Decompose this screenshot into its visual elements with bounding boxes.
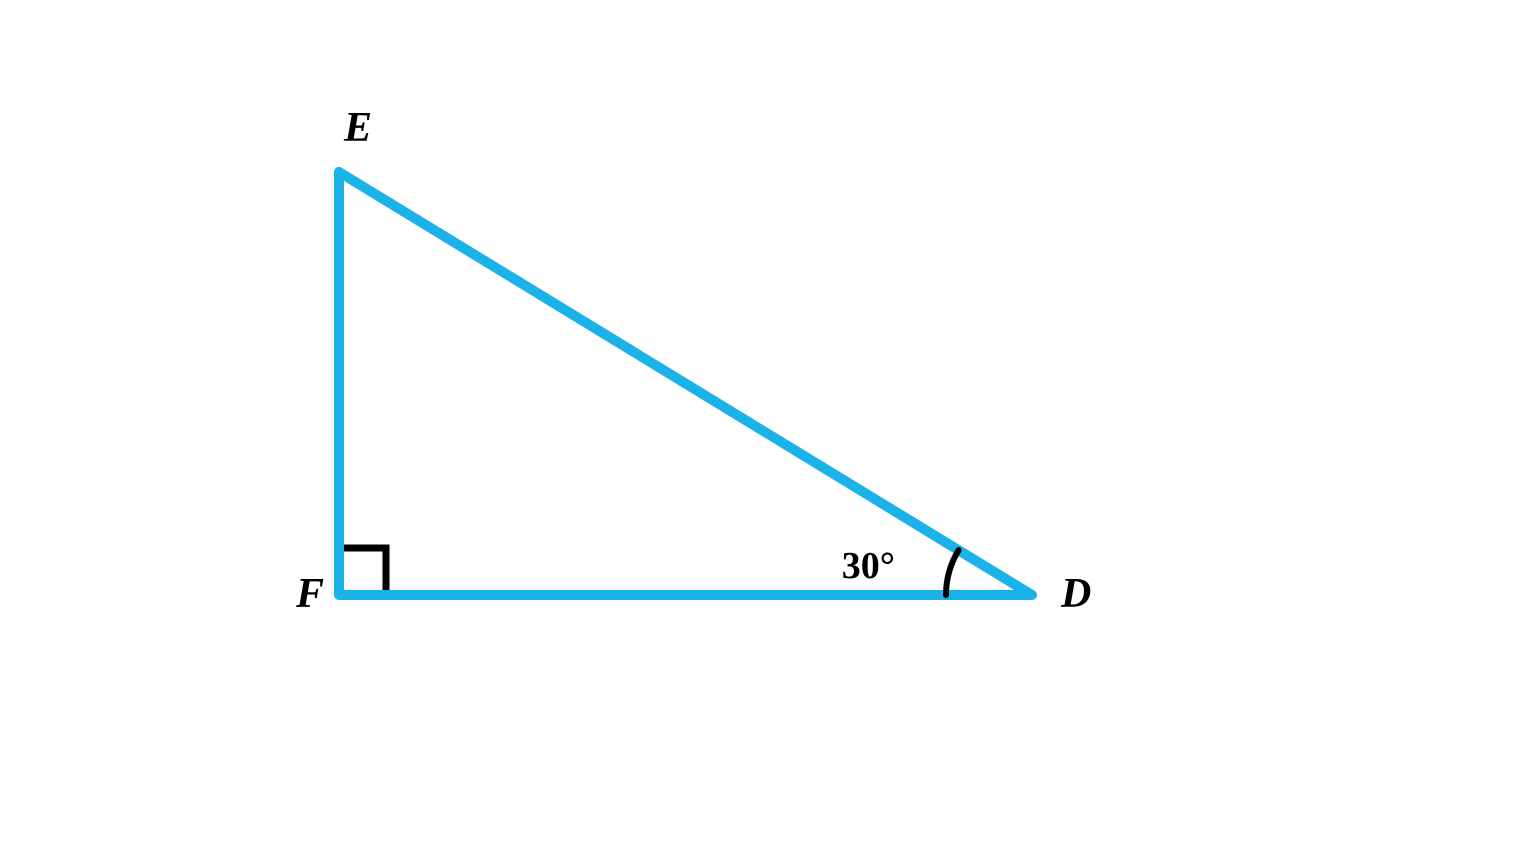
angle-arc xyxy=(946,550,959,595)
vertex-e-label: E xyxy=(343,105,372,151)
vertex-f-label: F xyxy=(295,571,324,617)
triangle-diagram: 30° E F D xyxy=(0,0,1536,864)
vertex-d-label: D xyxy=(1060,571,1091,617)
angle-d-label: 30° xyxy=(842,545,895,587)
right-angle-marker xyxy=(344,548,386,590)
triangle-shape xyxy=(339,172,1032,595)
